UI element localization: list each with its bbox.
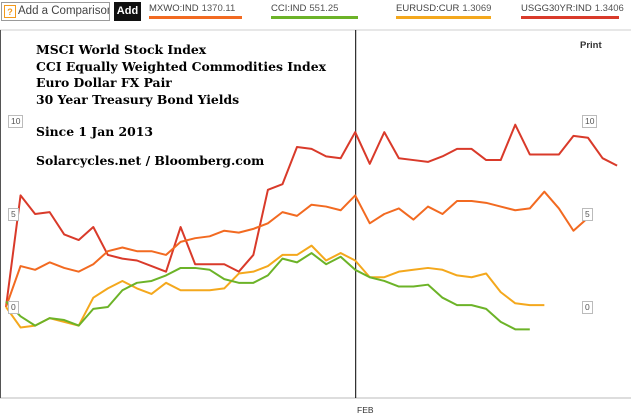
ticker-eurusd[interactable]: EURUSD:CUR 1.3069 [396, 3, 491, 21]
add-comparison-input[interactable]: ? Add a Comparison [1, 2, 110, 21]
y-tick-right: 10 [582, 115, 598, 128]
y-tick-left: 10 [8, 115, 24, 128]
ticker-swatch [149, 16, 242, 19]
y-tick-left: 5 [8, 208, 19, 221]
ticker-symbol: MXWO:IND [149, 3, 199, 14]
ticker-mxwo[interactable]: MXWO:IND 1370.11 [149, 3, 242, 21]
ticker-value: 1.3406 [594, 3, 624, 14]
series-line-eurusd-cur [5, 244, 545, 329]
toolbar: ? Add a Comparison Add MXWO:IND 1370.11 CC… [0, 0, 631, 26]
y-tick-right: 0 [582, 301, 593, 314]
annotation-line: CCI Equally Weighted Commodities Index [36, 58, 326, 74]
ticker-value: 551.25 [309, 3, 339, 14]
series-line-usgg30yr-ind [5, 123, 618, 308]
chart-annotation-block: MSCI World Stock Index CCI Equally Weigh… [36, 42, 326, 108]
y-tick-right: 5 [582, 208, 593, 221]
print-link[interactable]: Print [580, 40, 602, 51]
source-annotation: Solarcycles.net / Bloomberg.com [36, 153, 265, 168]
y-tick-left: 0 [8, 301, 19, 314]
since-annotation: Since 1 Jan 2013 [36, 124, 154, 139]
ticker-symbol: USGG30YR:IND [521, 3, 592, 14]
add-comparison-placeholder: Add a Comparison [18, 5, 110, 17]
series-line-cci-ind [5, 252, 530, 331]
ticker-value: 1.3069 [462, 3, 492, 14]
annotation-line: 30 Year Treasury Bond Yields [36, 91, 240, 107]
ticker-cci[interactable]: CCI:IND 551.25 [271, 3, 358, 21]
add-button[interactable]: Add [114, 2, 141, 21]
ticker-swatch [271, 16, 358, 19]
ticker-value: 1370.11 [201, 3, 236, 14]
ticker-symbol: CCI:IND [271, 3, 307, 14]
ticker-usgg30yr[interactable]: USGG30YR:IND 1.3406 [521, 3, 624, 21]
series-line-mxwo-ind [5, 190, 589, 308]
x-tick-label: FEB [357, 405, 374, 415]
annotation-line: Euro Dollar FX Pair [36, 75, 172, 90]
help-icon[interactable]: ? [4, 5, 16, 18]
ticker-swatch [521, 16, 619, 19]
annotation-line: MSCI World Stock Index [36, 42, 207, 57]
ticker-symbol: EURUSD:CUR [396, 3, 460, 14]
series-layer [5, 123, 618, 331]
line-chart [0, 29, 631, 399]
ticker-swatch [396, 16, 491, 19]
